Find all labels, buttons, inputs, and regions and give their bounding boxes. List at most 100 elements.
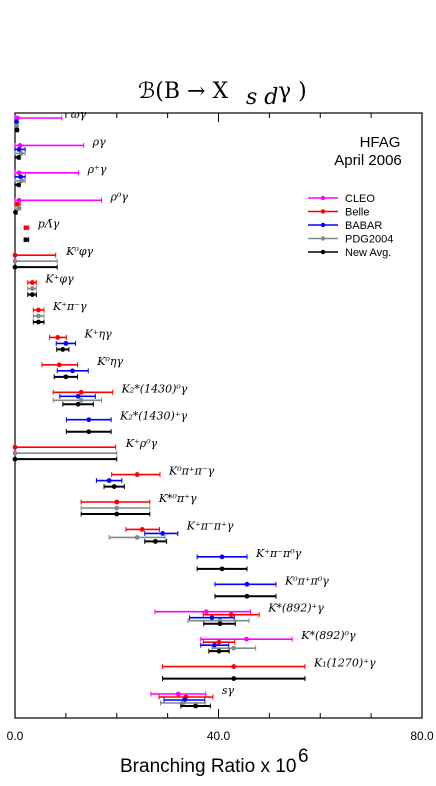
category-row: ργ xyxy=(14,135,106,160)
data-point xyxy=(216,639,222,645)
data-point xyxy=(219,554,225,560)
category-row: pΛ̄γ xyxy=(23,218,60,243)
data-point xyxy=(193,703,199,709)
data-point xyxy=(139,527,145,532)
data-point xyxy=(75,401,81,407)
category-row: K⁺π⁻γ xyxy=(32,300,87,325)
category-row: ρ⁺γ xyxy=(14,163,107,188)
legend-label: CLEO xyxy=(345,193,375,205)
x-tick-label: 40.0 xyxy=(207,729,231,743)
data-point xyxy=(244,581,250,587)
data-point xyxy=(29,280,35,285)
title-end: γ ) xyxy=(278,79,307,104)
category-label: sγ xyxy=(222,684,235,697)
category-label: K⁺π⁻π⁰γ xyxy=(255,547,302,560)
category-label: K⁰π⁺π⁻γ xyxy=(168,465,215,478)
category-label: K₂*(1430)⁺γ xyxy=(119,410,188,423)
data-point xyxy=(18,174,23,180)
data-point xyxy=(231,645,237,651)
data-point xyxy=(23,225,29,231)
annotation-line-1: HFAG xyxy=(360,134,401,151)
x-axis-label-text: Branching Ratio x 10 xyxy=(120,756,296,777)
x-axis-label-exponent: 6 xyxy=(298,746,309,767)
category-row: K*(892)⁺γ xyxy=(154,602,324,627)
category-label: K⁺ρ⁰γ xyxy=(125,437,158,450)
legend-marker xyxy=(320,209,326,214)
data-point xyxy=(134,535,140,540)
data-point xyxy=(86,429,92,435)
data-point xyxy=(114,511,120,517)
data-point xyxy=(180,700,186,706)
data-point xyxy=(231,676,237,681)
data-point xyxy=(70,368,75,374)
title-subscript: s d xyxy=(246,85,278,110)
category-row: K₁(1270)⁺γ xyxy=(162,657,376,682)
x-axis-label: Branching Ratio x 10 6 xyxy=(120,746,309,777)
category-label: ωγ xyxy=(71,108,87,121)
data-point xyxy=(175,691,181,697)
legend-marker xyxy=(320,236,326,241)
data-point xyxy=(111,484,117,489)
data-point xyxy=(36,313,41,319)
data-point xyxy=(56,362,62,368)
category-row: ρ⁰γ xyxy=(13,190,128,215)
category-label: K⁰ηγ xyxy=(96,355,123,368)
data-point xyxy=(219,566,225,572)
data-point xyxy=(114,499,120,505)
data-point xyxy=(244,636,249,642)
category-row: K₂*(1430)⁺γ xyxy=(65,410,188,435)
category-row: K⁺ηγ xyxy=(49,327,112,352)
category-row: K*(892)⁰γ xyxy=(200,629,356,654)
category-label: K₂*(1430)⁰γ xyxy=(121,382,188,395)
category-label: K⁺π⁻π⁺γ xyxy=(186,519,234,532)
data-point xyxy=(75,393,81,399)
category-label: K⁰φγ xyxy=(65,245,93,258)
data-point xyxy=(12,456,18,462)
data-point xyxy=(16,197,22,203)
category-row: sγ xyxy=(150,684,235,709)
data-point xyxy=(17,143,23,148)
category-label: pΛ̄γ xyxy=(38,218,60,231)
legend-label: PDG2004 xyxy=(345,234,393,246)
data-point xyxy=(16,205,22,211)
data-point xyxy=(36,307,41,313)
category-row: ωγ xyxy=(14,108,87,133)
data-point xyxy=(203,609,209,615)
category-label: ργ xyxy=(92,135,106,148)
data-point xyxy=(209,615,215,621)
category-label: K*(892)⁰γ xyxy=(300,629,356,642)
data-point xyxy=(231,664,237,669)
data-point xyxy=(212,642,217,648)
legend-marker xyxy=(320,222,326,228)
data-point xyxy=(134,472,140,477)
category-label: ρ⁺γ xyxy=(87,163,107,176)
category-row: K⁺φγ xyxy=(27,273,74,298)
legend-marker xyxy=(320,195,326,201)
category-label: K*(892)⁺γ xyxy=(267,602,324,615)
data-point xyxy=(14,127,20,133)
category-row: K⁰π⁺π⁻γ xyxy=(95,465,215,490)
data-point xyxy=(23,237,29,243)
title-main: ℬ(B → X xyxy=(138,79,228,104)
data-point xyxy=(16,182,21,188)
legend-label: BABAR xyxy=(345,220,382,232)
category-row: K⁰π⁺π⁰γ xyxy=(214,574,329,599)
data-point xyxy=(12,450,18,456)
legend-label: New Avg. xyxy=(345,247,391,259)
category-label: K*⁰π⁺γ xyxy=(158,492,197,505)
data-point xyxy=(63,374,69,380)
data-point xyxy=(153,539,158,544)
category-label: K⁺π⁻γ xyxy=(52,300,87,313)
category-label: ρ⁰γ xyxy=(109,190,128,203)
data-point xyxy=(12,252,18,258)
data-point xyxy=(60,347,66,352)
data-point xyxy=(13,209,18,215)
data-point xyxy=(14,123,19,129)
data-point xyxy=(106,478,112,483)
data-point xyxy=(228,612,234,618)
data-point xyxy=(86,417,92,423)
category-label: K₁(1270)⁺γ xyxy=(313,657,376,670)
data-point xyxy=(29,286,35,291)
